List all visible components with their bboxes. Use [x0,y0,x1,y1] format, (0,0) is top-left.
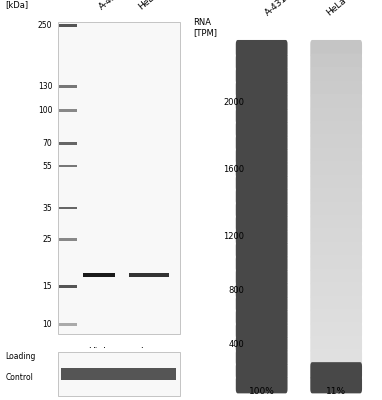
FancyBboxPatch shape [236,161,288,178]
FancyBboxPatch shape [310,295,362,313]
Bar [60,85,78,88]
FancyBboxPatch shape [310,67,362,85]
FancyBboxPatch shape [236,147,288,165]
FancyBboxPatch shape [310,335,362,353]
FancyBboxPatch shape [310,40,362,58]
FancyBboxPatch shape [310,214,362,232]
FancyBboxPatch shape [310,268,362,286]
FancyBboxPatch shape [236,80,288,98]
FancyBboxPatch shape [236,268,288,286]
FancyBboxPatch shape [310,255,362,272]
FancyBboxPatch shape [236,376,288,393]
FancyBboxPatch shape [310,174,362,192]
Bar [60,109,78,112]
Bar [60,207,78,209]
FancyBboxPatch shape [310,134,362,152]
FancyBboxPatch shape [236,241,288,259]
FancyBboxPatch shape [310,349,362,366]
FancyBboxPatch shape [236,214,288,232]
FancyBboxPatch shape [310,107,362,125]
FancyBboxPatch shape [236,201,288,219]
Text: 1200: 1200 [223,232,244,241]
FancyBboxPatch shape [236,228,288,246]
FancyBboxPatch shape [236,322,288,340]
Text: 70: 70 [42,139,52,148]
FancyBboxPatch shape [310,241,362,259]
Text: HeLa: HeLa [137,0,160,12]
Text: 400: 400 [229,340,244,349]
Text: A-431: A-431 [97,0,123,12]
Bar [60,285,78,288]
FancyBboxPatch shape [236,308,288,326]
FancyBboxPatch shape [310,322,362,340]
FancyBboxPatch shape [58,352,180,396]
Text: Control: Control [6,373,34,382]
FancyBboxPatch shape [236,255,288,272]
Bar [83,273,115,277]
FancyBboxPatch shape [310,282,362,299]
Bar [61,368,176,380]
Text: 800: 800 [228,286,244,295]
FancyBboxPatch shape [236,188,288,206]
FancyBboxPatch shape [236,295,288,313]
FancyBboxPatch shape [310,228,362,246]
FancyBboxPatch shape [236,134,288,152]
FancyBboxPatch shape [310,94,362,112]
FancyBboxPatch shape [236,67,288,85]
FancyBboxPatch shape [310,376,362,393]
FancyBboxPatch shape [310,308,362,326]
Text: 15: 15 [43,282,52,291]
FancyBboxPatch shape [236,174,288,192]
FancyBboxPatch shape [236,362,288,380]
FancyBboxPatch shape [310,362,362,380]
Text: [kDa]: [kDa] [6,0,29,9]
Text: RNA: RNA [193,18,211,27]
Bar [60,24,78,27]
Text: 35: 35 [42,204,52,212]
Text: HeLa: HeLa [325,0,348,18]
FancyBboxPatch shape [236,335,288,353]
FancyBboxPatch shape [310,80,362,98]
FancyBboxPatch shape [310,120,362,138]
Text: 11%: 11% [326,387,346,396]
Bar [129,273,169,277]
FancyBboxPatch shape [58,22,180,334]
Bar [60,323,78,326]
Text: A-431: A-431 [264,0,290,18]
FancyBboxPatch shape [236,94,288,112]
FancyBboxPatch shape [236,282,288,299]
FancyBboxPatch shape [310,201,362,219]
FancyBboxPatch shape [236,40,288,58]
FancyBboxPatch shape [310,188,362,206]
FancyBboxPatch shape [236,107,288,125]
Text: 130: 130 [38,82,52,91]
Text: 100%: 100% [249,387,275,396]
FancyBboxPatch shape [310,53,362,71]
Text: 100: 100 [38,106,52,115]
FancyBboxPatch shape [310,147,362,165]
Text: 1600: 1600 [223,165,244,174]
Text: 25: 25 [43,235,52,244]
Bar [60,238,78,240]
Text: [TPM]: [TPM] [193,28,217,37]
Text: Loading: Loading [6,352,36,361]
Text: High: High [89,347,109,356]
Text: Low: Low [140,347,158,356]
Text: 2000: 2000 [223,98,244,107]
Text: 250: 250 [38,21,52,30]
FancyBboxPatch shape [310,161,362,178]
FancyBboxPatch shape [236,53,288,71]
Bar [60,142,78,145]
Bar [60,165,78,168]
FancyBboxPatch shape [236,349,288,366]
Text: 10: 10 [43,320,52,329]
Text: 55: 55 [42,162,52,170]
FancyBboxPatch shape [236,120,288,138]
